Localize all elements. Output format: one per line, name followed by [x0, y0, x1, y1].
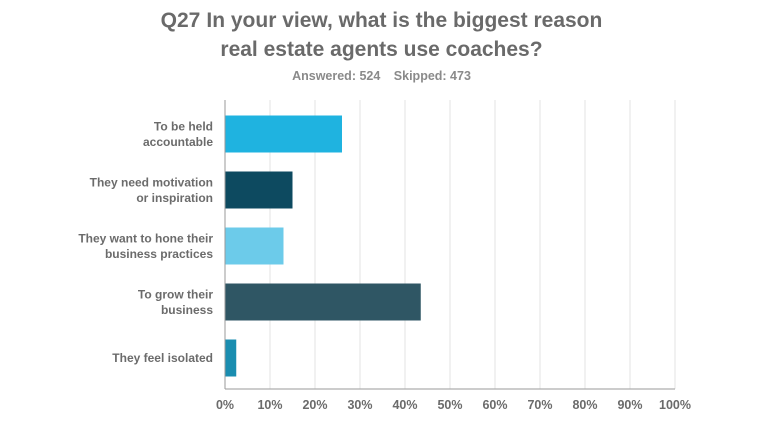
category-label: business practices — [105, 247, 213, 261]
x-tick-label: 80% — [572, 398, 597, 412]
category-label: To grow their — [138, 287, 213, 301]
x-tick-label: 10% — [257, 398, 282, 412]
x-tick-label: 90% — [617, 398, 642, 412]
x-tick-label: 100% — [659, 398, 691, 412]
x-tick-label: 20% — [302, 398, 327, 412]
bar — [225, 283, 421, 321]
answered-count: Answered: 524 — [292, 69, 381, 83]
category-label: They feel isolated — [112, 351, 213, 365]
bar — [225, 227, 284, 265]
bar — [225, 115, 342, 153]
category-label: or inspiration — [136, 191, 213, 205]
x-tick-label: 50% — [437, 398, 462, 412]
question-number: Q27 — [160, 9, 201, 32]
chart-title: Q27 In your view, what is the biggest rea… — [0, 6, 763, 64]
category-label: accountable — [143, 135, 213, 149]
category-label: They want to hone their — [78, 231, 213, 245]
question-text-line2: real estate agents use coaches? — [220, 38, 543, 61]
x-tick-label: 60% — [482, 398, 507, 412]
question-text-line1: In your view, what is the biggest reason — [206, 9, 603, 32]
category-label: To be held — [154, 119, 213, 133]
x-tick-label: 40% — [392, 398, 417, 412]
response-stats: Answered: 524 Skipped: 473 — [0, 69, 763, 83]
category-label: They need motivation — [90, 175, 213, 189]
category-label: business — [161, 303, 213, 317]
skipped-count: Skipped: 473 — [393, 69, 471, 83]
bar — [225, 339, 237, 377]
x-tick-label: 70% — [527, 398, 552, 412]
x-tick-label: 0% — [216, 398, 234, 412]
bar — [225, 171, 293, 209]
x-tick-label: 30% — [347, 398, 372, 412]
